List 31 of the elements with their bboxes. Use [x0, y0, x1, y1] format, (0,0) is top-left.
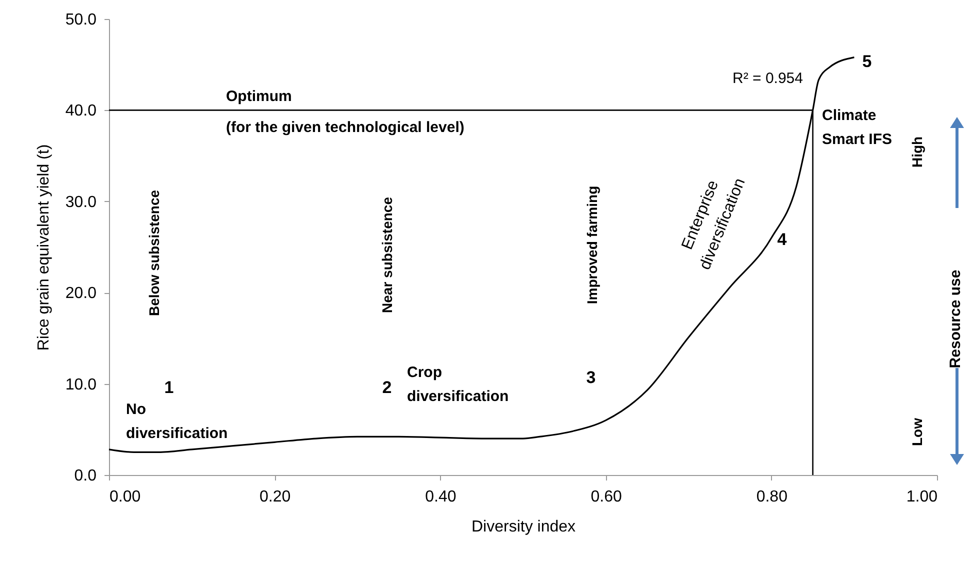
y-tick-label: 40.0: [65, 102, 97, 120]
x-tick-label: 1.00: [906, 488, 938, 506]
y-tick-label: 20.0: [65, 285, 97, 302]
annotation: No diversification: [126, 401, 228, 442]
annotation: Near subsistence: [379, 196, 395, 313]
x-tick-label: 0.80: [756, 488, 788, 506]
annotation: 5: [862, 52, 872, 71]
annotation: R² = 0.954: [732, 70, 803, 87]
annotation: Below subsistence: [146, 190, 162, 316]
x-tick-label: 0.00: [110, 488, 141, 506]
annotation: Climate Smart IFS: [822, 107, 892, 148]
annotation: 3: [586, 368, 596, 387]
y-tick-label: 10.0: [65, 376, 97, 394]
x-axis-title: Diversity index: [471, 518, 576, 536]
annotation: Improved farming: [584, 186, 600, 304]
annotation: 2: [382, 378, 392, 397]
annotation: High: [909, 136, 925, 168]
annotation: (for the given technological level): [226, 119, 464, 136]
annotation: Crop diversification: [407, 364, 509, 405]
text: Resource use: [947, 270, 964, 368]
y-tick-label: 0.0: [74, 468, 97, 484]
y-tick-label: 50.0: [65, 12, 97, 28]
annotation: 1: [164, 378, 174, 397]
x-tick-label: 0.60: [590, 488, 622, 506]
x-tick-label: 0.20: [260, 488, 291, 506]
y-tick-label: 30.0: [65, 194, 97, 211]
y-axis-title: Rice grain equivalent yield (t): [35, 144, 52, 351]
ref-line-label: Optimum: [226, 88, 292, 106]
annotation: 4: [777, 230, 788, 249]
annotation: Low: [909, 418, 925, 446]
x-tick-label: 0.40: [425, 488, 456, 506]
